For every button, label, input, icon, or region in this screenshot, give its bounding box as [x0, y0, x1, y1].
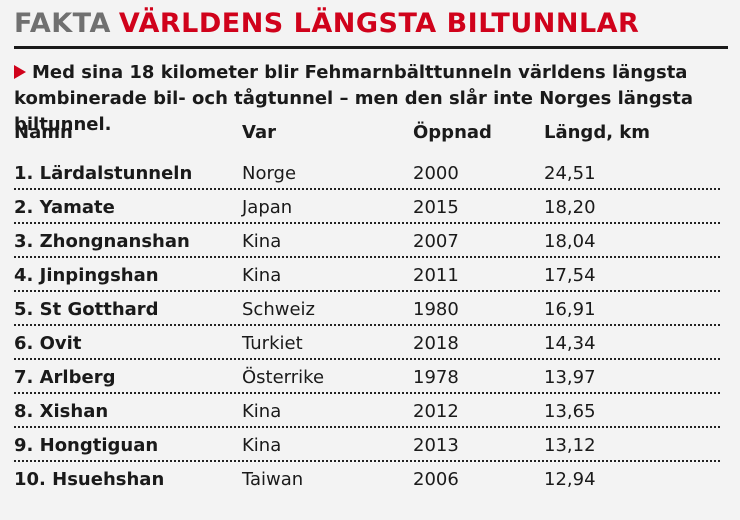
page-title: VÄRLDENS LÄNGSTA BILTUNNLAR: [118, 8, 640, 39]
length-cell: 13,97: [544, 367, 596, 388]
location-cell: Kina: [242, 435, 282, 456]
opened-year-cell: 2011: [413, 265, 459, 286]
tunnel-name-cell: 6. Ovit: [14, 333, 82, 354]
column-header-length: Längd, km: [544, 122, 651, 143]
tunnel-name-cell: 5. St Gotthard: [14, 299, 159, 320]
location-cell: Kina: [242, 265, 282, 286]
column-header-name: Namn: [14, 122, 73, 143]
tunnel-name-cell: 8. Xishan: [14, 401, 109, 422]
table-row: 6. Ovit Turkiet 2018 14,34: [14, 326, 720, 360]
opened-year-cell: 2015: [413, 197, 459, 218]
lede-text: Med sina 18 kilometer blir Fehmarnbälttu…: [14, 62, 694, 135]
length-cell: 12,94: [544, 469, 596, 490]
length-cell: 18,04: [544, 231, 596, 252]
location-cell: Japan: [242, 197, 293, 218]
length-cell: 13,65: [544, 401, 596, 422]
location-cell: Schweiz: [242, 299, 315, 320]
lede: Med sina 18 kilometer blir Fehmarnbälttu…: [14, 60, 720, 138]
table-row: 8. Xishan Kina 2012 13,65: [14, 394, 720, 428]
location-cell: Norge: [242, 163, 297, 184]
opened-year-cell: 2006: [413, 469, 459, 490]
tunnel-name-cell: 10. Hsuehshan: [14, 469, 165, 490]
tunnel-name-cell: 4. Jinpingshan: [14, 265, 159, 286]
table-row: 4. Jinpingshan Kina 2011 17,54: [14, 258, 720, 292]
heading-rule: [14, 46, 728, 49]
length-cell: 14,34: [544, 333, 596, 354]
table-row: 2. Yamate Japan 2015 18,20: [14, 190, 720, 224]
table-body: 1. Lärdalstunneln Norge 2000 24,51 2. Yamate…: [14, 156, 720, 496]
table-row: 10. Hsuehshan Taiwan 2006 12,94: [14, 462, 720, 496]
tunnel-name-cell: 3. Zhongnanshan: [14, 231, 190, 252]
length-cell: 16,91: [544, 299, 596, 320]
opened-year-cell: 2013: [413, 435, 459, 456]
location-cell: Kina: [242, 231, 282, 252]
table-row: 7. Arlberg Österrike 1978 13,97: [14, 360, 720, 394]
opened-year-cell: 2012: [413, 401, 459, 422]
tunnel-name-cell: 7. Arlberg: [14, 367, 116, 388]
location-cell: Österrike: [242, 367, 325, 388]
length-cell: 17,54: [544, 265, 596, 286]
fact-heading: FAKTA VÄRLDENS LÄNGSTA BILTUNNLAR: [14, 8, 639, 39]
tunnel-name-cell: 1. Lärdalstunneln: [14, 163, 193, 184]
column-header-opened: Öppnad: [413, 122, 492, 143]
opened-year-cell: 2018: [413, 333, 459, 354]
length-cell: 18,20: [544, 197, 596, 218]
location-cell: Kina: [242, 401, 282, 422]
length-cell: 24,51: [544, 163, 596, 184]
column-header-location: Var: [242, 122, 276, 143]
table-header-row: Namn Var Öppnad Längd, km: [14, 118, 720, 156]
table-row: 3. Zhongnanshan Kina 2007 18,04: [14, 224, 720, 258]
length-cell: 13,12: [544, 435, 596, 456]
location-cell: Taiwan: [242, 469, 304, 490]
tunnel-table: Namn Var Öppnad Längd, km 1. Lärdalstunn…: [14, 118, 720, 496]
opened-year-cell: 2000: [413, 163, 459, 184]
tunnel-name-cell: 2. Yamate: [14, 197, 115, 218]
table-row: 9. Hongtiguan Kina 2013 13,12: [14, 428, 720, 462]
opened-year-cell: 1978: [413, 367, 459, 388]
tunnel-name-cell: 9. Hongtiguan: [14, 435, 159, 456]
arrow-right-icon: [14, 65, 26, 79]
table-row: 1. Lärdalstunneln Norge 2000 24,51: [14, 156, 720, 190]
fact-tag: FAKTA: [14, 8, 111, 39]
opened-year-cell: 2007: [413, 231, 459, 252]
table-row: 5. St Gotthard Schweiz 1980 16,91: [14, 292, 720, 326]
location-cell: Turkiet: [242, 333, 303, 354]
opened-year-cell: 1980: [413, 299, 459, 320]
